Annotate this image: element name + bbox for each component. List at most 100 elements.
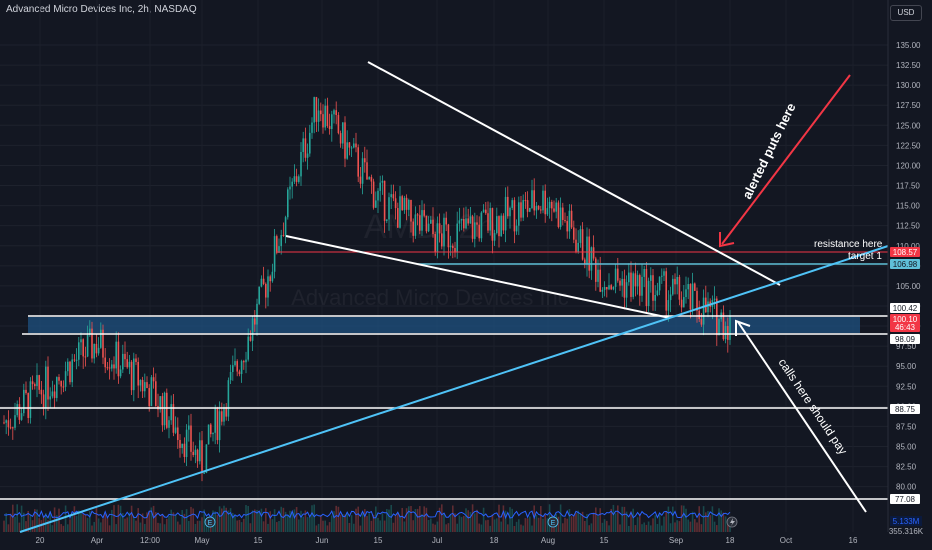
candle-body (25, 389, 27, 394)
candle-body (485, 209, 487, 214)
volume-bar (152, 505, 155, 532)
volume-bar (537, 517, 540, 532)
candle-body (581, 229, 584, 260)
candle-body (9, 427, 12, 429)
candle-body (192, 451, 194, 456)
candle-body (414, 214, 417, 236)
svg-text:E: E (208, 520, 213, 527)
lightning-icon[interactable] (726, 516, 738, 528)
candle-body (597, 269, 599, 282)
candle-body (124, 353, 126, 360)
candle-body (463, 219, 465, 229)
time-tick-label: Sep (669, 536, 684, 545)
candle-body (471, 216, 474, 239)
volume-bar (713, 521, 716, 532)
candle-body (537, 205, 540, 210)
candle-body (562, 207, 564, 220)
volume-bar (370, 520, 373, 532)
candle-body (381, 180, 384, 183)
volume-bar (454, 513, 456, 532)
candle-body (377, 190, 379, 201)
volume-bar (394, 515, 397, 532)
watermark-name: Advanced Micro Devices Inc (291, 285, 569, 310)
candle-body (652, 275, 654, 301)
candle-body (163, 392, 166, 426)
volume-bar (100, 522, 102, 532)
volume-bar (155, 512, 157, 532)
volume-bar (346, 512, 348, 532)
symbol-header[interactable]: Advanced Micro Devices Inc, 2h, NASDAQ (6, 4, 197, 15)
volume-bar (69, 519, 71, 532)
candle-body (586, 236, 588, 265)
volume-bar (608, 525, 610, 532)
candle-body (148, 388, 150, 407)
volume-bar (694, 519, 696, 532)
candle-body (390, 194, 392, 198)
volume-bar (102, 518, 104, 532)
candle-body (320, 110, 322, 115)
earnings-icon-2[interactable]: E (547, 516, 559, 528)
volume-bar (621, 506, 623, 532)
volume-label: 5.133M (893, 517, 920, 526)
volume-bar (588, 525, 590, 532)
volume-bar (20, 505, 23, 532)
candle-body (689, 284, 692, 310)
currency-button[interactable]: USD (890, 5, 922, 21)
volume-bar (328, 522, 331, 532)
earnings-icon[interactable]: E (204, 516, 216, 528)
candle-body (328, 126, 331, 129)
puts-label: alerted puts here (739, 101, 798, 202)
candle-body (280, 235, 282, 247)
volume-bar (269, 511, 271, 532)
volume-bar (82, 513, 84, 532)
candle-body (75, 359, 78, 361)
candle-body (361, 158, 364, 184)
volume-bar (579, 514, 582, 532)
volume-bar (458, 515, 461, 532)
candle-body (458, 220, 461, 224)
candle-body (445, 217, 447, 225)
candle-body (247, 336, 249, 360)
price-label-bg (890, 303, 920, 313)
volume-bar (469, 511, 472, 532)
candle-body (405, 197, 408, 210)
volume-bar (159, 523, 161, 532)
lower-trendline[interactable] (285, 235, 671, 319)
price-label-bg (890, 404, 920, 414)
volume-bar (170, 509, 172, 532)
volume-bar (128, 512, 131, 532)
volume-bar (95, 506, 98, 532)
volume-bar (150, 507, 153, 532)
candle-body (430, 219, 432, 224)
ascending-trendline[interactable] (19, 245, 889, 533)
candle-body (126, 359, 128, 368)
volume-bar (711, 506, 714, 532)
candle-body (47, 366, 49, 400)
volume-bar (412, 520, 414, 532)
volume-bar (581, 511, 584, 532)
demand-zone[interactable] (28, 317, 860, 333)
candle-body (133, 358, 135, 391)
candle-body (205, 444, 208, 473)
volume-bar (194, 523, 197, 532)
volume-bar (504, 510, 507, 532)
candle-body (240, 361, 243, 375)
candle-body (216, 408, 219, 441)
volume-bar (544, 514, 546, 532)
price-label-bg (890, 494, 920, 504)
volume-bar (179, 524, 181, 532)
upper-trendline[interactable] (367, 61, 781, 286)
candle-body (304, 138, 307, 158)
price-tick-label: 127.50 (896, 101, 921, 110)
volume-bar (443, 513, 445, 532)
price-tick-label: 115.00 (896, 202, 920, 211)
candle-body (313, 97, 315, 123)
candle-body (663, 271, 665, 276)
candle-body (669, 294, 672, 301)
volume-bar (678, 521, 681, 532)
time-axis[interactable]: 20 Apr 12:00 May 15 Jun 15 Jul 18 Aug 15 Sep 18 Oct 16 (36, 536, 858, 545)
volume-bar (216, 514, 219, 532)
volume-bar (698, 506, 700, 532)
volume-bar (397, 513, 399, 532)
